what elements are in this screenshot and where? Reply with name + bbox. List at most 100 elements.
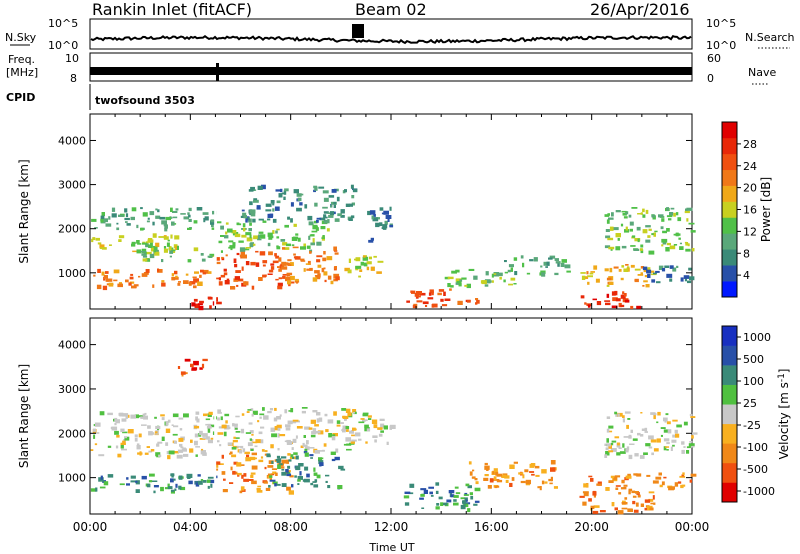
echo-cell	[193, 285, 197, 289]
echo-cell	[667, 429, 672, 434]
echo-cell	[645, 443, 651, 447]
echo-cell	[663, 438, 670, 442]
echo-cell	[336, 420, 341, 424]
echo-cell	[340, 468, 346, 471]
echo-cell	[256, 205, 261, 208]
echo-cell	[276, 460, 281, 463]
echo-cell	[249, 222, 252, 226]
echo-cell	[378, 433, 383, 437]
echo-cell	[406, 300, 410, 303]
echo-cell	[675, 433, 680, 438]
echo-cell	[203, 413, 208, 417]
echo-cell	[625, 475, 632, 479]
echo-cell	[604, 268, 609, 272]
echo-cell	[608, 281, 614, 285]
echo-cell	[431, 290, 434, 296]
echo-cell	[645, 209, 649, 214]
echo-cell	[380, 423, 385, 428]
echo-cell	[99, 486, 106, 489]
echo-cell	[163, 222, 167, 227]
nsearch-label: N.Search	[745, 31, 795, 44]
echo-cell	[300, 260, 306, 262]
echo-cell	[180, 486, 186, 491]
colorbar-frame	[721, 325, 738, 503]
echo-cell	[422, 301, 429, 305]
colorbar-tick-label: 20	[743, 182, 757, 195]
echo-cell	[166, 242, 170, 247]
echo-cell	[284, 409, 288, 414]
echo-cell	[217, 440, 220, 443]
echo-cell	[148, 244, 153, 248]
y-tick-label: 1000	[58, 267, 86, 280]
echo-cell	[352, 409, 357, 413]
echo-cell	[640, 244, 644, 248]
echo-cell	[349, 430, 354, 434]
echo-cell	[151, 480, 158, 482]
echo-cell	[146, 446, 150, 448]
echo-cell	[655, 476, 662, 480]
echo-cell	[615, 246, 621, 251]
echo-cell	[275, 230, 278, 234]
echo-cell	[333, 203, 336, 208]
echo-cell	[347, 412, 352, 417]
echo-cell	[208, 411, 213, 415]
echo-cell	[323, 271, 328, 276]
echo-cell	[156, 443, 160, 447]
echo-cell	[408, 492, 414, 495]
echo-cell	[283, 196, 286, 200]
echo-cell	[155, 452, 161, 457]
echo-cell	[269, 408, 274, 411]
echo-cell	[243, 227, 246, 232]
echo-cell	[253, 198, 258, 201]
echo-cell	[277, 427, 281, 431]
echo-cell	[310, 419, 316, 424]
echo-cell	[148, 480, 153, 483]
echo-cell	[484, 474, 489, 477]
echo-cell	[633, 248, 640, 251]
echo-cell	[268, 485, 271, 488]
echo-cell	[240, 215, 244, 218]
echo-cell	[223, 268, 227, 272]
echo-cell	[345, 408, 351, 413]
y-axis-label: Slant Range [km]	[17, 364, 31, 468]
echo-cell	[227, 442, 233, 446]
echo-cell	[181, 374, 184, 377]
echo-cell	[369, 210, 376, 215]
echo-cell	[672, 267, 677, 272]
echo-cell	[312, 410, 318, 413]
echo-cell	[663, 446, 667, 451]
echo-cell	[469, 492, 473, 496]
echo-cell	[164, 487, 170, 490]
echo-cell	[255, 262, 260, 267]
echo-cell	[173, 425, 179, 428]
echo-cell	[287, 280, 292, 285]
echo-cell	[471, 476, 476, 479]
echo-cell	[681, 474, 685, 477]
colorbar-swatch	[722, 443, 737, 464]
echo-cell	[241, 254, 247, 259]
echo-cell	[351, 434, 356, 437]
echo-cell	[604, 214, 610, 217]
echo-cell	[621, 507, 628, 510]
echo-cell	[508, 264, 514, 268]
echo-cell	[352, 412, 355, 414]
echo-cell	[653, 448, 659, 452]
echo-cell	[314, 424, 319, 427]
echo-cell	[115, 445, 119, 449]
echo-cell	[681, 449, 685, 454]
echo-cell	[641, 428, 646, 431]
echo-cell	[614, 290, 618, 296]
echo-cell	[589, 272, 594, 275]
echo-cell	[647, 267, 651, 271]
echo-cell	[504, 475, 510, 479]
echo-cell	[316, 217, 322, 220]
echo-cell	[295, 233, 299, 236]
echo-cell	[270, 200, 275, 204]
echo-cell	[593, 490, 596, 493]
echo-cell	[218, 426, 223, 429]
echo-region	[240, 184, 358, 224]
freq-label-1: Freq.	[8, 53, 35, 66]
echo-cell	[127, 429, 134, 434]
echo-cell	[389, 206, 392, 211]
echo-cell	[290, 218, 293, 223]
